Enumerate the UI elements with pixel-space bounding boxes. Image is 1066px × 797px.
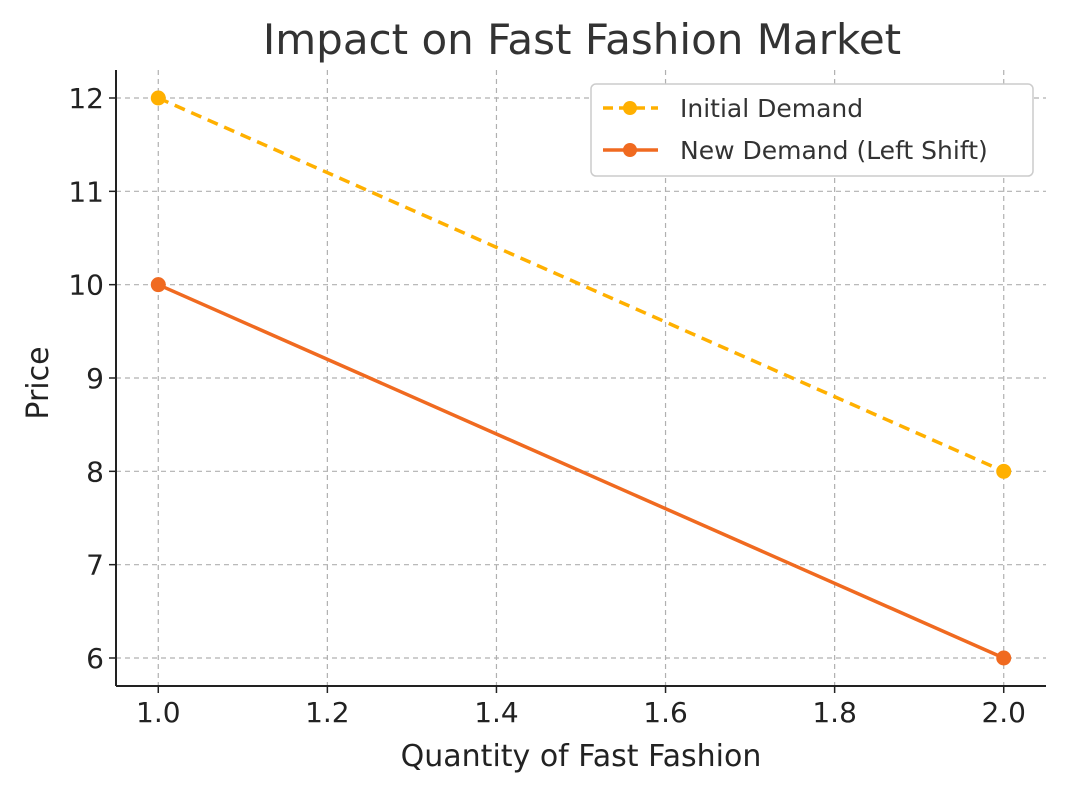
y-tick-label: 10 [68,269,104,302]
legend-label-initial-demand: Initial Demand [680,94,863,123]
legend-marker-initial-demand [623,101,637,115]
x-axis-label: Quantity of Fast Fashion [401,739,762,774]
x-tick-label: 1.4 [474,696,519,729]
series-line-0 [157,96,1005,473]
y-tick-label: 8 [86,455,104,488]
x-tick-label: 1.2 [305,696,350,729]
y-tick-label: 7 [86,549,104,582]
data-point-series-1 [150,277,166,293]
y-tick-label: 12 [68,82,104,115]
legend-box [590,83,1034,177]
series-line-1 [157,283,1005,660]
data-point-series-1 [996,650,1012,666]
series [150,90,1012,666]
y-tick-label: 9 [86,362,104,395]
x-tick-label: 1.6 [643,696,688,729]
x-tick-label: 1.8 [812,696,857,729]
data-point-series-0 [996,463,1012,479]
data-point-series-0 [150,90,166,106]
ticks: 1.0 1.2 1.4 1.6 1.8 2.0 6 7 8 9 10 11 12 [68,82,1026,729]
legend-marker-new-demand [623,143,637,157]
y-axis-label: Price [21,346,56,419]
x-tick-label: 2.0 [981,696,1026,729]
legend: Initial Demand New Demand (Left Shift) [590,83,1034,177]
x-tick-label: 1.0 [136,696,181,729]
legend-label-new-demand: New Demand (Left Shift) [680,136,988,165]
y-tick-label: 6 [86,642,104,675]
chart-title: Impact on Fast Fashion Market [263,15,901,64]
y-tick-label: 11 [68,175,104,208]
